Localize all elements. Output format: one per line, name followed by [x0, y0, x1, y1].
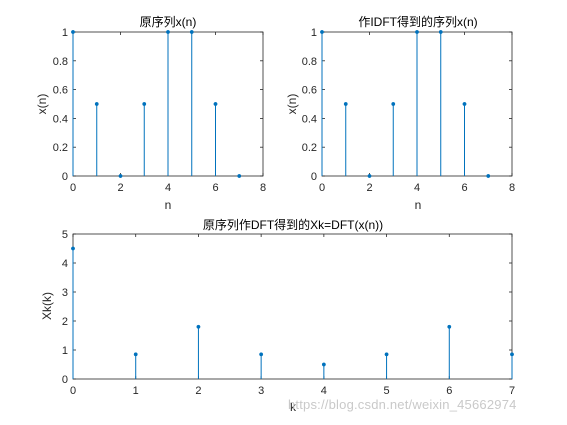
stem-marker — [462, 102, 467, 106]
x-tick-label: 7 — [509, 385, 515, 397]
stem-marker — [447, 324, 452, 329]
x-axis-label: k — [290, 400, 297, 414]
plot-area: 0 2 4 6 8 0 0.2 0.4 0.6 0.8 1 — [302, 27, 515, 194]
subplot-title: 原序列作DFT得到的Xk=DFT(x(n)) — [203, 217, 383, 232]
x-tick-label: 4 — [321, 385, 327, 397]
y-tick-label: 0.4 — [302, 113, 317, 125]
x-axis-label: n — [415, 198, 422, 212]
stem-marker — [486, 174, 491, 178]
axes-box — [72, 233, 513, 380]
x-tick-label: 6 — [212, 182, 218, 194]
y-axis-label: x(n) — [35, 94, 49, 115]
x-axis-label: n — [165, 198, 172, 212]
x-tick-label: 4 — [165, 182, 171, 194]
stem-marker — [415, 30, 419, 34]
y-tick-label: 1 — [62, 27, 68, 39]
x-tick-label: 2 — [117, 182, 123, 194]
subplot-original-sequence: 原序列x(n) n x(n) 0 2 4 6 8 0 0.2 0.4 0.6 0.8 1 — [35, 14, 266, 212]
y-tick-label: 1 — [62, 345, 68, 357]
stem-marker — [196, 324, 201, 329]
x-tick-label: 5 — [384, 385, 390, 397]
plot-area: 0 1 2 3 4 5 6 7 0 1 2 3 4 5 — [62, 229, 515, 397]
stem-marker — [343, 102, 348, 106]
stem-marker — [391, 102, 396, 106]
plot-area: 0 2 4 6 8 0 0.2 0.4 0.6 0.8 1 — [53, 27, 266, 194]
y-tick-label: 2 — [62, 316, 68, 328]
x-tick-label: 1 — [133, 385, 139, 397]
stem-marker — [133, 352, 138, 357]
stem-marker — [321, 362, 326, 367]
stem-marker — [237, 174, 242, 178]
watermark-text: https://blog.csdn.net/weixin_45662974 — [288, 397, 517, 412]
x-tick-label: 0 — [70, 385, 76, 397]
y-axis-label-text: Xk(k) — [40, 292, 54, 320]
stem-marker — [118, 174, 123, 178]
stem-marker — [142, 102, 147, 106]
stem-marker — [71, 246, 75, 251]
y-tick-label: 0.6 — [302, 85, 317, 97]
y-tick-label: 0 — [62, 171, 68, 183]
subplot-title: 作IDFT得到的序列x(n) — [358, 14, 477, 29]
stem-marker — [384, 352, 389, 357]
x-tick-label: 6 — [461, 182, 467, 194]
y-tick-label: 1 — [311, 27, 317, 39]
subplot-title: 原序列x(n) — [140, 14, 197, 29]
stem-marker — [367, 174, 372, 178]
stem-marker — [213, 102, 218, 106]
x-tick-label: 3 — [258, 385, 264, 397]
stem-marker — [259, 352, 264, 357]
x-tick-label: 2 — [195, 385, 201, 397]
x-tick-label: 6 — [446, 385, 452, 397]
x-tick-label: 8 — [260, 182, 266, 194]
subplot-dft-spectrum: 原序列作DFT得到的Xk=DFT(x(n)) k Xk(k) 0 1 2 3 4 5 6 70… — [40, 217, 515, 414]
y-tick-label: 0.4 — [53, 113, 68, 125]
y-axis-label-text: x(n) — [35, 94, 49, 115]
y-tick-label: 0.6 — [53, 85, 68, 97]
stem-marker — [320, 30, 324, 34]
stem-marker — [166, 30, 170, 34]
y-tick-label: 3 — [62, 287, 68, 299]
y-tick-label: 0 — [62, 374, 68, 386]
stem-marker — [510, 352, 514, 357]
y-tick-label: 4 — [62, 258, 68, 270]
y-tick-label: 0.2 — [302, 142, 317, 154]
y-axis-label: Xk(k) — [40, 292, 54, 320]
x-tick-label: 8 — [509, 182, 515, 194]
x-tick-label: 0 — [70, 182, 76, 194]
y-tick-label: 0.8 — [302, 56, 317, 68]
y-tick-label: 0.2 — [53, 142, 68, 154]
y-tick-label: 5 — [62, 229, 68, 241]
stem-marker — [438, 30, 443, 34]
x-tick-label: 0 — [319, 182, 325, 194]
y-axis-label: x(n) — [285, 94, 299, 115]
y-tick-label: 0 — [311, 171, 317, 183]
y-axis-label-text: x(n) — [285, 94, 299, 115]
x-tick-label: 4 — [414, 182, 420, 194]
stem-marker — [189, 30, 194, 34]
stem-marker — [71, 30, 75, 34]
stem-marker — [94, 102, 99, 106]
y-tick-label: 0.8 — [53, 56, 68, 68]
subplot-idft-sequence: 作IDFT得到的序列x(n) n x(n) 0 2 4 6 8 0 0.2 0.4 0.6 0.8… — [285, 14, 515, 212]
x-tick-label: 2 — [366, 182, 372, 194]
